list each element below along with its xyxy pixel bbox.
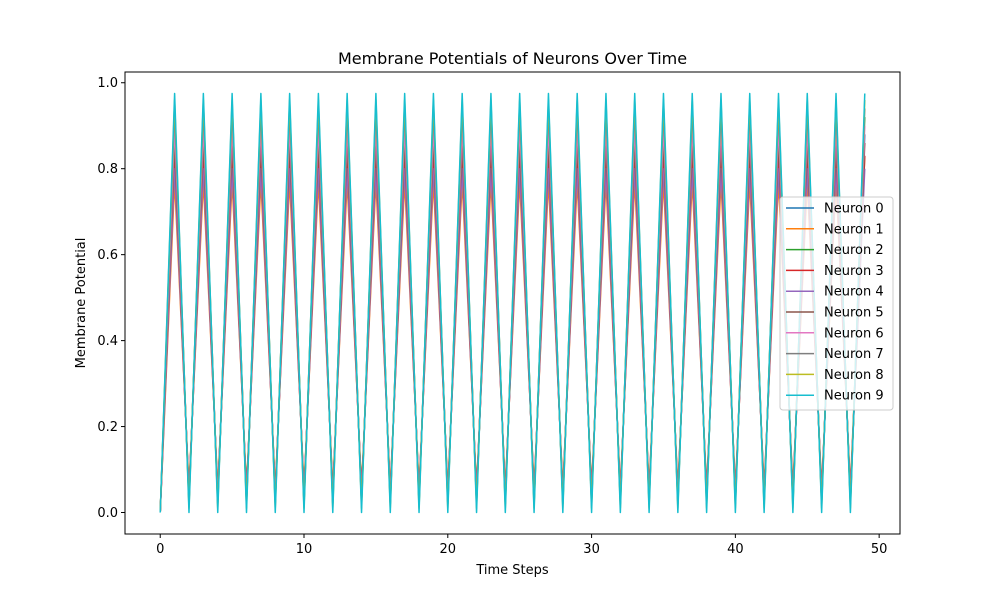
y-axis-label: Membrane Potential bbox=[74, 238, 89, 369]
legend-label: Neuron 0 bbox=[824, 202, 884, 217]
chart-title: Membrane Potentials of Neurons Over Time bbox=[338, 49, 687, 68]
legend-label: Neuron 4 bbox=[824, 285, 884, 300]
y-tick-label: 0.6 bbox=[97, 248, 118, 263]
x-axis-label: Time Steps bbox=[475, 563, 549, 578]
legend-items: Neuron 0 Neuron 1 Neuron 2 Neuron 3 Neuron 4… bbox=[786, 202, 884, 404]
x-tick-label: 20 bbox=[440, 542, 457, 557]
legend-label: Neuron 8 bbox=[824, 368, 884, 383]
y-tick-label: 0.4 bbox=[97, 334, 118, 349]
legend-label: Neuron 7 bbox=[824, 347, 884, 362]
y-tick-label: 0.8 bbox=[97, 162, 118, 177]
legend-label: Neuron 2 bbox=[824, 243, 884, 258]
x-tick-label: 10 bbox=[296, 542, 313, 557]
x-tick-label: 30 bbox=[583, 542, 600, 557]
axes-frame bbox=[124, 71, 901, 535]
x-tick-label: 50 bbox=[871, 542, 888, 557]
series-line-neuron-9 bbox=[159, 92, 866, 514]
legend: Neuron 0 Neuron 1 Neuron 2 Neuron 3 Neuron 4… bbox=[779, 196, 894, 411]
y-tick-label: 0.2 bbox=[97, 420, 118, 435]
legend-label: Neuron 3 bbox=[824, 264, 884, 279]
legend-label: Neuron 6 bbox=[824, 326, 884, 341]
y-axis: 0.0 0.2 0.4 0.6 0.8 1.0 bbox=[97, 76, 125, 521]
y-tick-label: 1.0 bbox=[97, 76, 118, 91]
legend-label: Neuron 9 bbox=[824, 389, 884, 404]
x-tick-label: 40 bbox=[727, 542, 744, 557]
x-axis: 0 10 20 30 40 50 bbox=[156, 534, 887, 557]
series-group bbox=[159, 92, 866, 514]
legend-label: Neuron 5 bbox=[824, 306, 884, 321]
legend-label: Neuron 1 bbox=[824, 222, 884, 237]
y-tick-label: 0.0 bbox=[97, 506, 118, 521]
plot-area: 0 10 20 30 40 50 0.0 0.2 0.4 0.6 0.8 1.0 bbox=[97, 71, 901, 557]
x-tick-label: 0 bbox=[156, 542, 164, 557]
